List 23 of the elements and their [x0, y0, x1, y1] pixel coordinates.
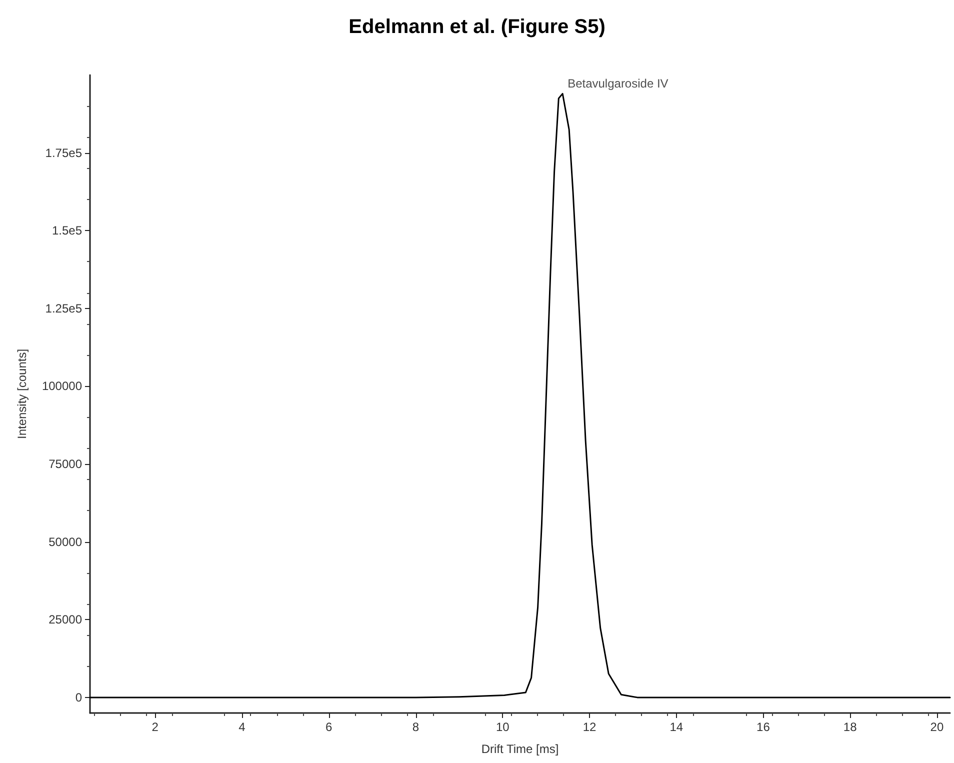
x-axis-title: Drift Time [ms] — [481, 742, 559, 756]
y-tick-label: 1.75e5 — [45, 146, 82, 160]
y-tick-label: 50000 — [48, 534, 82, 549]
x-tick-label: 2 — [152, 720, 159, 734]
x-tick-label: 12 — [582, 720, 596, 734]
y-tick-label: 25000 — [48, 612, 82, 627]
x-tick-label: 4 — [238, 720, 246, 734]
x-tick-label: 18 — [843, 720, 858, 734]
x-tick-label: 10 — [496, 720, 510, 734]
x-tick-label: 20 — [930, 720, 944, 734]
y-tick-label: 100000 — [42, 379, 82, 394]
y-tick-label: 75000 — [48, 457, 82, 472]
y-tick-label: 1.5e5 — [52, 224, 82, 238]
annotation: Betavulgaroside IV — [568, 76, 668, 91]
x-tick-label: 16 — [756, 720, 770, 734]
y-axis-title: Intensity [counts] — [15, 348, 29, 440]
x-tick-label: 8 — [412, 720, 420, 734]
y-tick-label: 0 — [75, 690, 82, 704]
x-tick-label: 6 — [326, 720, 333, 734]
y-tick-label: 1.25e5 — [45, 301, 82, 316]
chart-title: Edelmann et al. (Figure S5) — [348, 16, 606, 38]
line-series — [89, 92, 951, 698]
x-tick-label: 14 — [670, 720, 684, 734]
